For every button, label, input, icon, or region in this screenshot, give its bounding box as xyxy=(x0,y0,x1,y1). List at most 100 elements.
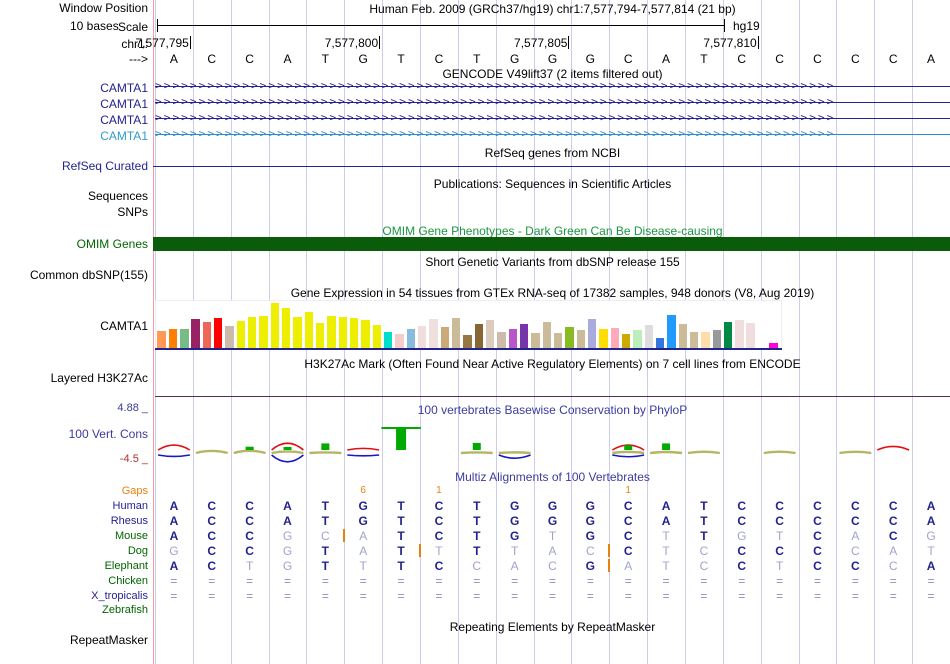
gtex-tissue-bar[interactable] xyxy=(361,320,370,349)
label-species-zebrafish[interactable]: Zebrafish xyxy=(102,604,148,616)
gtex-chart-frame[interactable] xyxy=(155,300,782,349)
gtex-tissue-bar[interactable] xyxy=(485,320,495,349)
gtex-tissue-bar[interactable] xyxy=(236,321,246,349)
gtex-tissue-bar[interactable] xyxy=(180,329,189,349)
gtex-tissue-bar[interactable] xyxy=(248,317,257,349)
gtex-tissue-bar[interactable] xyxy=(270,303,280,349)
label-common-dbsnp[interactable]: Common dbSNP(155) xyxy=(29,268,148,282)
label-omim-genes[interactable]: OMIM Genes xyxy=(76,237,148,251)
gtex-tissue-bar[interactable] xyxy=(406,329,416,349)
gtex-tissue-bar[interactable] xyxy=(655,338,665,349)
gtex-tissue-bar[interactable] xyxy=(463,335,472,349)
gtex-tissue-bar[interactable] xyxy=(168,329,178,349)
gtex-tissue-bar[interactable] xyxy=(746,323,755,349)
label-gene-camta1-4[interactable]: CAMTA1 xyxy=(100,129,148,143)
gtex-tissue-bar[interactable] xyxy=(610,328,619,349)
label-species-human[interactable]: Human xyxy=(112,500,148,512)
gtex-tissue-bar[interactable] xyxy=(735,320,744,349)
gtex-tissue-bar[interactable] xyxy=(621,334,631,349)
label-refseq-curated[interactable]: RefSeq Curated xyxy=(61,159,148,173)
gtex-tissue-bar[interactable] xyxy=(282,308,291,349)
gtex-tissue-bar[interactable] xyxy=(576,330,585,349)
label-gene-camta1-3[interactable]: CAMTA1 xyxy=(100,113,148,127)
track-title-refseq[interactable]: RefSeq genes from NCBI xyxy=(484,146,621,160)
gtex-tissue-bar[interactable] xyxy=(259,316,268,349)
label-snps[interactable]: SNPs xyxy=(117,205,148,219)
gtex-tissue-bar[interactable] xyxy=(519,324,529,349)
label-cons-track[interactable]: 100 Vert. Cons xyxy=(68,427,148,441)
gtex-tissue-bar[interactable] xyxy=(644,325,653,349)
track-title-publications[interactable]: Publications: Sequences in Scientific Ar… xyxy=(433,177,672,191)
label-species-mouse[interactable]: Mouse xyxy=(114,530,148,542)
gtex-tissue-bar[interactable] xyxy=(202,322,212,349)
track-title-dbsnp[interactable]: Short Genetic Variants from dbSNP releas… xyxy=(425,255,680,269)
conservation-green-bar xyxy=(472,442,481,450)
gtex-tissue-bar[interactable] xyxy=(542,322,551,349)
gtex-tissue-bar[interactable] xyxy=(474,324,483,349)
refseq-transcript-line[interactable] xyxy=(153,166,950,167)
label-gtex-camta1[interactable]: CAMTA1 xyxy=(100,319,148,333)
gtex-tissue-bar[interactable] xyxy=(372,325,382,349)
gtex-tissue-bar[interactable] xyxy=(338,317,348,349)
gtex-tissue-bar[interactable] xyxy=(678,324,687,349)
gtex-tissue-bar[interactable] xyxy=(587,319,597,349)
track-title-repeatmasker[interactable]: Repeating Elements by RepeatMasker xyxy=(449,620,656,634)
gtex-tissue-bar[interactable] xyxy=(384,332,393,349)
gtex-tissue-bar[interactable] xyxy=(712,330,721,349)
gtex-tissue-bar[interactable] xyxy=(157,331,166,349)
gtex-tissue-bar[interactable] xyxy=(327,316,336,349)
gtex-tissue-bar[interactable] xyxy=(316,323,325,349)
gtex-tissue-bar[interactable] xyxy=(667,315,676,349)
track-title-omim[interactable]: OMIM Gene Phenotypes - Dark Green Can Be… xyxy=(382,224,723,238)
gencode-transcript-row-4[interactable]: >>>>>>>>>>>>>>>>>>>>>>>>>>>>>>>>>>>>>>>>… xyxy=(155,129,950,140)
label-species-elephant[interactable]: Elephant xyxy=(104,560,148,572)
omim-gene-feature[interactable] xyxy=(153,237,950,251)
label-layered-h3k27ac[interactable]: Layered H3K27Ac xyxy=(50,371,148,385)
gtex-tissue-bar[interactable] xyxy=(689,332,699,349)
gtex-tissue-bar[interactable] xyxy=(429,319,438,349)
label-window-position[interactable]: Window Position xyxy=(59,1,148,15)
multiz-base-human: C xyxy=(207,499,217,513)
gtex-tissue-bar[interactable] xyxy=(304,312,314,349)
gtex-tissue-bar[interactable] xyxy=(531,333,540,349)
gtex-tissue-bar[interactable] xyxy=(350,318,359,349)
gtex-tissue-bar[interactable] xyxy=(723,322,733,349)
gtex-tissue-bar[interactable] xyxy=(191,319,200,349)
gtex-tissue-bar[interactable] xyxy=(757,327,767,349)
gtex-tissue-bar[interactable] xyxy=(508,329,517,349)
phylop-conservation-plot[interactable] xyxy=(155,420,950,475)
gencode-transcript-row-2[interactable]: >>>>>>>>>>>>>>>>>>>>>>>>>>>>>>>>>>>>>>>>… xyxy=(155,97,950,108)
label-species-dog[interactable]: Dog xyxy=(127,545,148,557)
track-title-h3k27ac[interactable]: H3K27Ac Mark (Often Found Near Active Re… xyxy=(304,357,801,371)
track-title-gencode[interactable]: GENCODE V49lift37 (2 items filtered out) xyxy=(442,67,663,81)
track-title-gtex[interactable]: Gene Expression in 54 tissues from GTEx … xyxy=(290,286,815,300)
gtex-tissue-bar[interactable] xyxy=(553,333,563,349)
gtex-tissue-bar[interactable] xyxy=(497,332,506,349)
gtex-tissue-bar[interactable] xyxy=(633,330,642,349)
multiz-base-elephant: A xyxy=(624,559,633,573)
label-gene-camta1-1[interactable]: CAMTA1 xyxy=(100,81,148,95)
label-sequences[interactable]: Sequences xyxy=(87,189,148,203)
gtex-tissue-bar[interactable] xyxy=(293,317,302,349)
sequence-base: A xyxy=(169,52,178,66)
gtex-tissue-bar[interactable] xyxy=(417,326,427,349)
gtex-tissue-bar[interactable] xyxy=(440,327,450,349)
gtex-tissue-bar[interactable] xyxy=(769,343,778,349)
gtex-tissue-bar[interactable] xyxy=(565,327,574,349)
gencode-transcript-row-1[interactable]: >>>>>>>>>>>>>>>>>>>>>>>>>>>>>>>>>>>>>>>>… xyxy=(155,81,950,92)
gtex-tissue-bar[interactable] xyxy=(225,326,234,349)
gtex-tissue-bar[interactable] xyxy=(451,318,461,349)
gtex-tissue-bar[interactable] xyxy=(395,334,404,349)
gtex-tissue-bar[interactable] xyxy=(701,332,710,349)
gencode-transcript-row-3[interactable]: >>>>>>>>>>>>>>>>>>>>>>>>>>>>>>>>>>>>>>>>… xyxy=(155,113,950,124)
label-species-rhesus[interactable]: Rhesus xyxy=(110,515,148,527)
label-species-chicken[interactable]: Chicken xyxy=(108,575,148,587)
label-gene-camta1-2[interactable]: CAMTA1 xyxy=(100,97,148,111)
track-title-multiz[interactable]: Multiz Alignments of 100 Vertebrates xyxy=(455,470,650,484)
gtex-tissue-bar[interactable] xyxy=(214,318,223,349)
label-repeatmasker[interactable]: RepeatMasker xyxy=(69,633,148,647)
label-scale[interactable]: Scale xyxy=(117,20,148,34)
label-species-xtropicalis[interactable]: X_tropicalis xyxy=(91,590,148,602)
track-title-phylop[interactable]: 100 vertebrates Basewise Conservation by… xyxy=(417,403,688,417)
gtex-tissue-bar[interactable] xyxy=(599,329,608,349)
